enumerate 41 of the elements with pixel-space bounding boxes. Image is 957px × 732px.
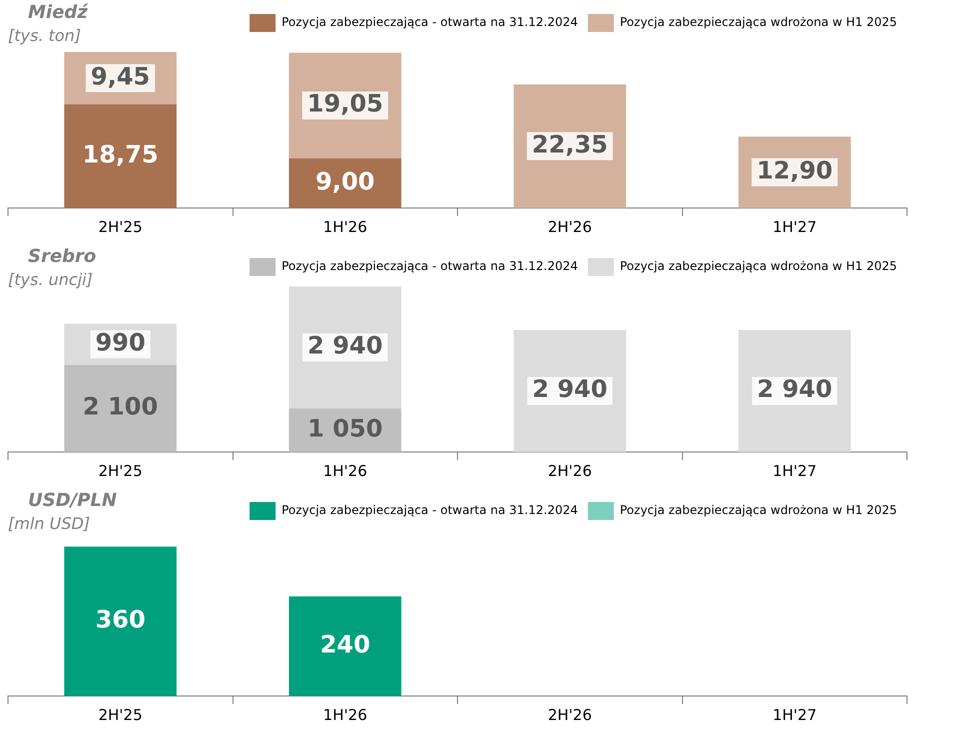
chart-title: Srebro	[28, 246, 96, 267]
data-label: 990	[95, 328, 146, 357]
bar	[64, 364, 177, 452]
bar	[64, 104, 177, 208]
data-label: 1 050	[308, 414, 383, 442]
legend-label: Pozycja zabezpieczająca - otwarta na 31.12.2024	[282, 15, 578, 30]
data-label: 2 940	[308, 332, 383, 360]
x-tick-label: 2H'25	[98, 462, 142, 480]
legend-label: Pozycja zabezpieczająca wdrożona w H1 2025	[620, 15, 898, 30]
legend-label: Pozycja zabezpieczająca - otwarta na 31.12.2024	[282, 503, 578, 518]
x-tick-label: 2H'25	[98, 218, 142, 236]
x-tick-label: 1H'27	[772, 462, 817, 480]
chart-title: USD/PLN	[28, 490, 117, 511]
legend-label: Pozycja zabezpieczająca wdrożona w H1 2025	[620, 259, 898, 274]
legend-label: Pozycja zabezpieczająca - otwarta na 31.12.2024	[282, 259, 578, 274]
chart-title: Miedź	[28, 2, 88, 23]
data-label: 22,35	[532, 130, 608, 158]
x-tick-label: 1H'26	[323, 706, 368, 724]
legend-label: Pozycja zabezpieczająca wdrożona w H1 2025	[620, 503, 898, 518]
data-label: 12,90	[756, 156, 833, 185]
chart-subtitle: [tys. ton]	[8, 26, 81, 45]
x-tick-label: 1H'27	[772, 706, 817, 724]
bar	[288, 158, 402, 208]
x-tick-label: 1H'26	[323, 462, 368, 480]
data-label: 2 940	[532, 375, 608, 404]
data-label: 240	[320, 630, 370, 658]
data-label: 360	[95, 606, 146, 634]
x-tick-label: 2H'25	[98, 706, 142, 724]
chart-subtitle: [mln USD]	[8, 514, 90, 533]
x-tick-label: 1H'26	[323, 218, 368, 236]
data-label: 2 100	[82, 392, 158, 421]
x-tick-label: 2H'26	[548, 462, 592, 480]
x-tick-label: 2H'26	[548, 706, 592, 724]
data-label: 18,75	[82, 140, 158, 168]
data-label: 9,45	[90, 62, 150, 90]
chart-subtitle: [tys. uncji]	[8, 270, 93, 289]
x-tick-label: 1H'27	[772, 218, 817, 236]
data-label: 2 940	[757, 375, 832, 404]
x-tick-label: 2H'26	[548, 218, 592, 236]
data-label: 19,05	[307, 90, 384, 118]
data-label: 9,00	[316, 167, 375, 196]
